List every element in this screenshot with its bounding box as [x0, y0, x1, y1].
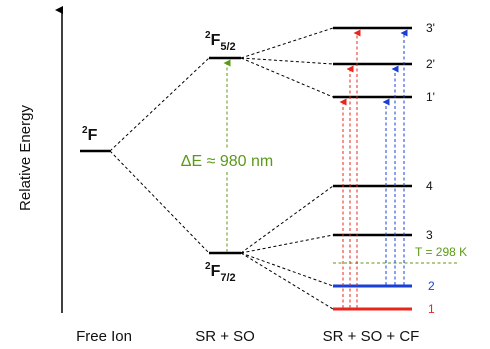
term-2f72: 2F7/2	[205, 261, 236, 284]
transitions-from-level-1	[339, 29, 361, 308]
column-sr-so: SR + SO	[195, 328, 255, 345]
gap-label-bg	[168, 149, 286, 171]
transitions-from-level-2	[382, 29, 408, 285]
correlation-lines-crystal-field	[240, 27, 334, 310]
column-sr-so-cf: SR + SO + CF	[323, 328, 420, 345]
gap-label: ΔE ≈ 980 nm	[181, 153, 273, 170]
term-2f52: 2F5/2	[205, 30, 236, 53]
cf-label-2: 2	[428, 279, 435, 293]
axis-label: Relative Energy	[17, 105, 34, 211]
cf-label-3: 3	[426, 228, 433, 242]
cf-label-1: 1	[428, 302, 435, 316]
term-2f: 2F	[82, 125, 98, 144]
cf-label-1p: 1'	[426, 90, 435, 104]
temperature-label: T = 298 K	[415, 245, 467, 259]
column-free-ion: Free Ion	[76, 328, 132, 345]
cf-label-4: 4	[426, 179, 433, 193]
correlation-lines-free-ion	[109, 57, 210, 254]
cf-label-3p: 3'	[426, 21, 435, 35]
cf-label-2p: 2'	[426, 57, 435, 71]
